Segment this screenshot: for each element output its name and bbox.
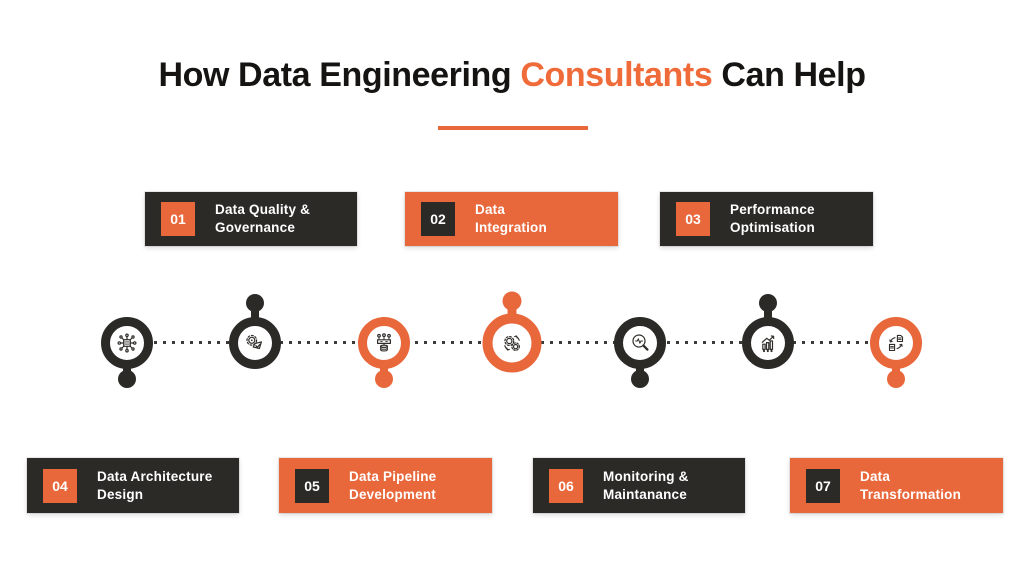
item-number-badge: 03 bbox=[676, 202, 710, 236]
bar-chart-growth-icon bbox=[761, 335, 775, 353]
item-number-badge: 07 bbox=[806, 468, 840, 503]
item-label-line1: Data Pipeline bbox=[349, 468, 437, 484]
item-box-01-data-quality-governance: 01 Data Quality & Governance bbox=[145, 192, 357, 246]
timeline-marker-01 bbox=[223, 288, 287, 403]
item-number-badge: 02 bbox=[421, 202, 455, 236]
item-label: Data Architecture Design bbox=[97, 468, 212, 503]
item-label: Monitoring & Maintanance bbox=[603, 468, 689, 503]
title-underline bbox=[438, 126, 588, 130]
item-box-02-data-integration: 02 Data Integration bbox=[405, 192, 618, 246]
item-label-line2: Integration bbox=[475, 220, 547, 235]
title-part1: How Data Engineering bbox=[158, 56, 512, 94]
item-label: Data Quality & Governance bbox=[215, 201, 310, 236]
item-number-badge: 06 bbox=[549, 468, 583, 503]
timeline-marker-03 bbox=[736, 288, 800, 403]
item-label: Data Pipeline Development bbox=[349, 468, 436, 503]
item-label-line1: Monitoring & bbox=[603, 468, 689, 484]
gear-check-icon bbox=[246, 334, 262, 350]
timeline-marker-06 bbox=[608, 288, 672, 403]
item-label-line2: Governance bbox=[215, 220, 296, 235]
title-highlight: Consultants bbox=[520, 56, 713, 94]
item-label-line1: Data Architecture bbox=[97, 468, 213, 484]
item-label-line1: Data Quality & bbox=[215, 202, 311, 218]
item-label: Data Transformation bbox=[860, 468, 961, 503]
item-label-line2: Transformation bbox=[860, 486, 962, 502]
gears-sync-icon bbox=[504, 335, 520, 351]
item-label-line2: Design bbox=[97, 486, 144, 502]
item-label-line1: Performance bbox=[730, 202, 815, 218]
timeline-marker-05 bbox=[352, 288, 416, 403]
item-number-badge: 05 bbox=[295, 468, 329, 503]
item-label-line2: Development bbox=[349, 486, 436, 502]
timeline-marker-04 bbox=[95, 288, 159, 403]
item-label: Data Integration bbox=[475, 201, 547, 236]
network-node-icon bbox=[117, 333, 137, 353]
document-sync-icon bbox=[888, 334, 904, 352]
page-title: How Data Engineering Consultants Can Hel… bbox=[0, 56, 1024, 95]
item-box-07-data-transformation: 07 Data Transformation bbox=[790, 458, 1003, 513]
item-number-badge: 04 bbox=[43, 468, 77, 503]
item-box-03-performance-optimisation: 03 Performance Optimisation bbox=[660, 192, 873, 246]
item-label-line1: Data bbox=[860, 468, 891, 484]
item-number-badge: 01 bbox=[161, 202, 195, 236]
item-label-line2: Maintanance bbox=[603, 486, 687, 502]
timeline-marker-07 bbox=[864, 288, 928, 403]
item-label-line2: Optimisation bbox=[730, 220, 815, 235]
item-box-04-data-architecture-design: 04 Data Architecture Design bbox=[27, 458, 239, 513]
title-part2: Can Help bbox=[721, 56, 866, 94]
item-box-06-monitoring-maintanance: 06 Monitoring & Maintanance bbox=[533, 458, 745, 513]
timeline-marker-02 bbox=[476, 288, 548, 403]
item-label-line1: Data bbox=[475, 202, 506, 218]
item-box-05-data-pipeline-development: 05 Data Pipeline Development bbox=[279, 458, 492, 513]
item-label: Performance Optimisation bbox=[730, 201, 815, 236]
magnifier-analytics-icon bbox=[632, 334, 649, 351]
pipeline-database-icon bbox=[376, 333, 392, 352]
